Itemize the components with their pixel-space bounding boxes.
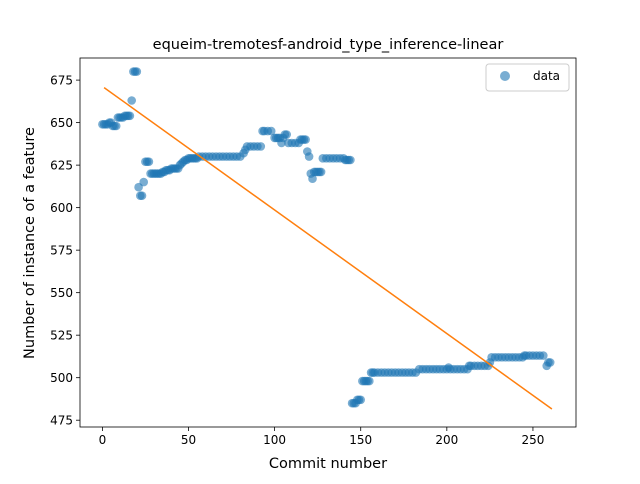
data-point xyxy=(132,67,142,76)
data-point xyxy=(308,174,317,183)
data-point xyxy=(301,135,310,144)
data-point xyxy=(539,351,548,360)
data-point xyxy=(365,376,374,386)
legend-label-data: data xyxy=(533,69,560,83)
data-point xyxy=(316,167,326,177)
x-tick-label: 250 xyxy=(521,433,544,447)
data-point xyxy=(282,130,292,139)
y-tick-label: 550 xyxy=(50,286,73,300)
data-point xyxy=(545,358,555,367)
plot-marks xyxy=(98,67,555,410)
data-point xyxy=(127,96,136,105)
chart-title: equeim-tremotesf-android_type_inference-… xyxy=(153,37,504,53)
y-axis-label: Number of instance of a feature xyxy=(22,127,38,359)
y-tick-label: 500 xyxy=(50,371,73,385)
x-tick-label: 150 xyxy=(349,433,372,447)
axes: 0 50 100 150 200 250 475 500 525 550 575 600 625 650 6… xyxy=(50,57,577,447)
data-point xyxy=(346,155,355,165)
data-point xyxy=(125,111,135,121)
y-tick-label: 650 xyxy=(50,116,73,130)
x-tick-label: 100 xyxy=(263,433,286,447)
data-point xyxy=(356,395,366,405)
y-tick-label: 525 xyxy=(50,328,73,342)
y-tick-label: 675 xyxy=(50,73,73,87)
x-tick-label: 0 xyxy=(99,433,107,447)
data-point xyxy=(144,157,154,166)
data-point xyxy=(266,126,276,136)
legend-frame xyxy=(485,63,570,92)
x-tick-label: 200 xyxy=(435,433,458,447)
data-point xyxy=(304,152,314,161)
plot-frame xyxy=(79,57,577,428)
x-axis-label: Commit number xyxy=(269,456,387,472)
y-tick-label: 475 xyxy=(50,413,73,427)
data-point xyxy=(137,191,147,200)
y-tick-label: 625 xyxy=(50,158,73,172)
x-tick-label: 50 xyxy=(181,433,196,447)
data-point xyxy=(256,142,266,151)
data-point xyxy=(139,177,148,187)
legend-marker-data xyxy=(500,71,510,81)
fit-line xyxy=(103,86,553,410)
data-point xyxy=(111,121,121,131)
y-tick-label: 600 xyxy=(50,201,73,215)
legend: data xyxy=(485,63,570,92)
y-tick-label: 575 xyxy=(50,243,73,257)
